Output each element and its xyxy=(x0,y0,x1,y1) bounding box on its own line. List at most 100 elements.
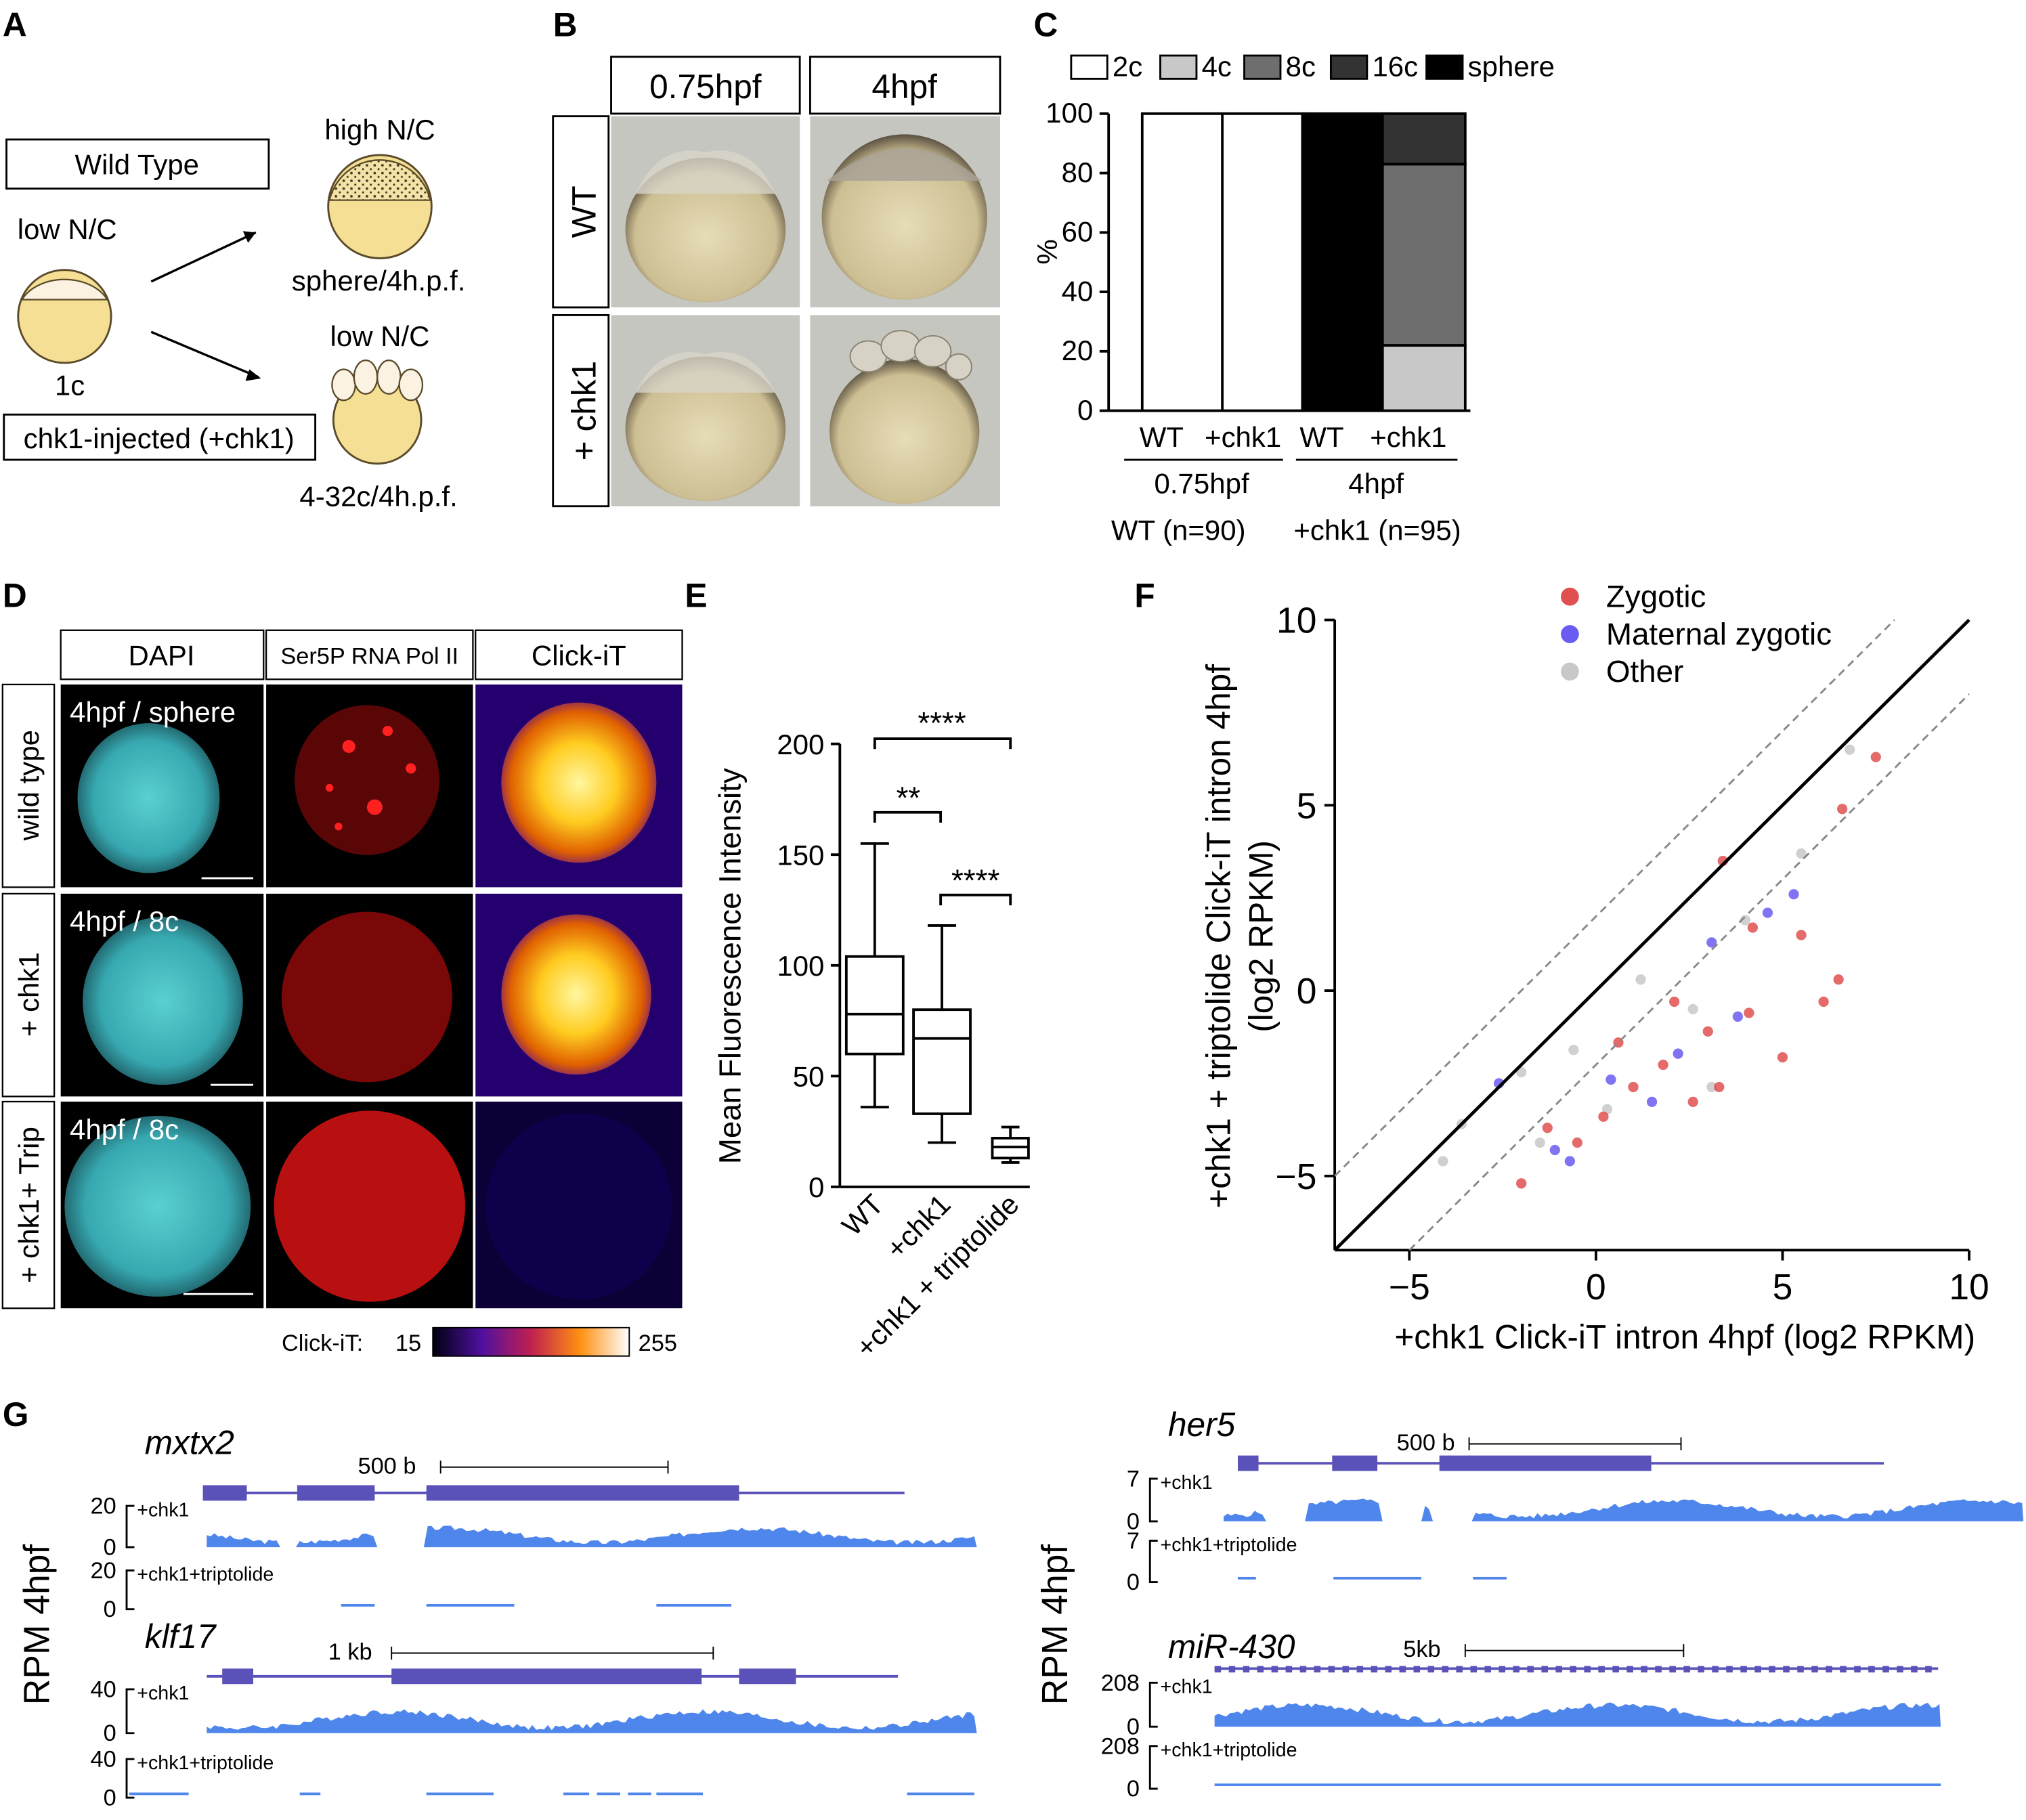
g-mir430-repeat xyxy=(1385,1666,1392,1673)
g-ylabel-right: RPM 4hpf xyxy=(1035,1544,1075,1706)
high-nc-label: high N/C xyxy=(324,114,435,146)
g-mir430-repeat xyxy=(1797,1666,1804,1673)
g-mir430-repeat xyxy=(1271,1666,1278,1673)
g-mir430-repeat xyxy=(1911,1666,1918,1673)
sphere-caption: sphere/4h.p.f. xyxy=(292,265,466,297)
c-legend-swatch xyxy=(1070,54,1108,80)
f-legend-marker xyxy=(1561,662,1579,681)
f-point-zygotic xyxy=(1598,1111,1609,1122)
g-mir430-repeat xyxy=(1314,1666,1321,1673)
g-track2-ymax: 20 xyxy=(91,1558,116,1584)
g-mir430-repeat xyxy=(1285,1666,1293,1673)
f-point-maternal-zygotic xyxy=(1646,1096,1658,1107)
g-mir430-repeat xyxy=(1243,1666,1250,1673)
low-nc-right-label: low N/C xyxy=(330,320,430,352)
f-y-tick-label: 10 xyxy=(1276,601,1316,641)
b-blastoderm-wt-4 xyxy=(827,148,983,181)
f-point-other xyxy=(1438,1156,1448,1167)
g-track1-axis xyxy=(1148,1477,1158,1523)
g-mir430-repeat xyxy=(1499,1666,1506,1673)
f-y-tick-label: 5 xyxy=(1297,786,1317,826)
d-dapi-trip-nucleus xyxy=(64,1116,251,1297)
panel-letter-d: D xyxy=(3,576,27,614)
f-point-maternal-zygotic xyxy=(1762,907,1773,918)
c-bars xyxy=(1140,112,1467,412)
arrow-up-head xyxy=(242,231,256,243)
b-embryo-chk1-4 xyxy=(829,359,980,504)
g-track2-coverage xyxy=(656,1604,732,1607)
one-cell-blastomere xyxy=(20,278,109,301)
g-gene-model-exon xyxy=(1439,1455,1652,1471)
d-dapi-chk1-nucleus xyxy=(83,917,243,1085)
g-mir430-repeat xyxy=(1413,1666,1421,1673)
c-legend-label: sphere xyxy=(1468,51,1555,83)
f-point-other xyxy=(1740,915,1750,926)
g-mir430-repeat xyxy=(1427,1666,1435,1673)
panel-letter-b: B xyxy=(553,5,578,43)
f-lower-dashed-line xyxy=(1408,693,1970,1251)
g-track2-axis xyxy=(1148,1540,1158,1584)
g-track2-coverage xyxy=(907,1792,974,1796)
g-mir430-repeat xyxy=(1371,1666,1378,1673)
g-mir430-repeat xyxy=(1612,1666,1619,1673)
f-point-maternal-zygotic xyxy=(1549,1144,1560,1156)
g-scale-label: 500 b xyxy=(358,1453,416,1479)
c-legend-swatch xyxy=(1159,54,1198,80)
g-track2-coverage xyxy=(656,1792,704,1796)
e-ylabel: Mean Fluorescence Intensity xyxy=(712,768,747,1164)
g-track1-ymin: 0 xyxy=(104,1720,116,1746)
b-col-header-2: 4hpf xyxy=(871,68,937,106)
f-point-zygotic xyxy=(1572,1137,1582,1148)
g-mir430-repeat xyxy=(1342,1666,1350,1673)
c-bar-label: +chk1 xyxy=(1370,421,1446,453)
g-gene-model-exon xyxy=(1332,1455,1378,1471)
d-click-trip-nucleus xyxy=(486,1113,672,1299)
g-mir430-repeat xyxy=(1712,1666,1719,1673)
e-sig-bracket-3 xyxy=(939,893,1012,906)
g-gene-name: klf17 xyxy=(145,1618,217,1655)
e-y-tick-label: 0 xyxy=(809,1171,824,1203)
d-stage-label-2: 4hpf / 8c xyxy=(70,905,179,937)
g-track2-coverage xyxy=(597,1792,620,1796)
f-point-other xyxy=(1534,1137,1545,1148)
g-track2-ymax: 208 xyxy=(1101,1733,1140,1759)
d-colorbar-max: 255 xyxy=(639,1330,677,1356)
f-point-zygotic xyxy=(1837,804,1848,815)
f-point-zygotic xyxy=(1796,930,1807,940)
d-row-header-3: + chk1+ Trip xyxy=(13,1127,45,1283)
b-blastomeres-chk1-4 xyxy=(849,330,972,381)
f-legend-label: Other xyxy=(1606,654,1683,689)
e-box xyxy=(912,1008,972,1115)
g-mir430-repeat xyxy=(1228,1666,1236,1673)
f-point-other xyxy=(1796,848,1807,859)
c-y-tick-label: 20 xyxy=(1062,334,1094,366)
g-track1-axis xyxy=(125,1504,135,1548)
d-colorbar xyxy=(432,1326,630,1357)
g-mir430-repeat xyxy=(1584,1666,1591,1673)
c-legend-swatch xyxy=(1329,54,1368,80)
f-point-zygotic xyxy=(1870,752,1881,762)
f-point-zygotic xyxy=(1658,1059,1668,1070)
c-bar-label: +chk1 xyxy=(1205,421,1281,453)
g-mir430-repeat xyxy=(1299,1666,1307,1673)
e-sig-bracket-1 xyxy=(873,737,1012,750)
g-gene-model-exon xyxy=(222,1668,253,1685)
f-point-other xyxy=(1635,974,1646,985)
f-point-other xyxy=(1706,1081,1717,1093)
c-bar-segment xyxy=(1301,112,1387,412)
g-mir430-repeat xyxy=(1257,1666,1264,1673)
d-row-header-2: + chk1 xyxy=(13,952,45,1037)
d-image-grid xyxy=(60,684,683,1309)
e-xlabels: WT+chk1+chk1 + triptolide xyxy=(836,1188,1025,1364)
f-ylabel-line2: (log2 RPKM) xyxy=(1243,840,1280,1033)
g-gene-model-exon xyxy=(1238,1455,1259,1471)
g-track2-coverage xyxy=(426,1792,494,1796)
g-track2-coverage xyxy=(1214,1783,1941,1786)
f-point-zygotic xyxy=(1833,974,1844,985)
f-point-zygotic xyxy=(1628,1081,1639,1093)
g-track2-coverage xyxy=(129,1792,189,1796)
g-mir430-repeat xyxy=(1598,1666,1605,1673)
g-track2-axis xyxy=(1148,1745,1158,1790)
